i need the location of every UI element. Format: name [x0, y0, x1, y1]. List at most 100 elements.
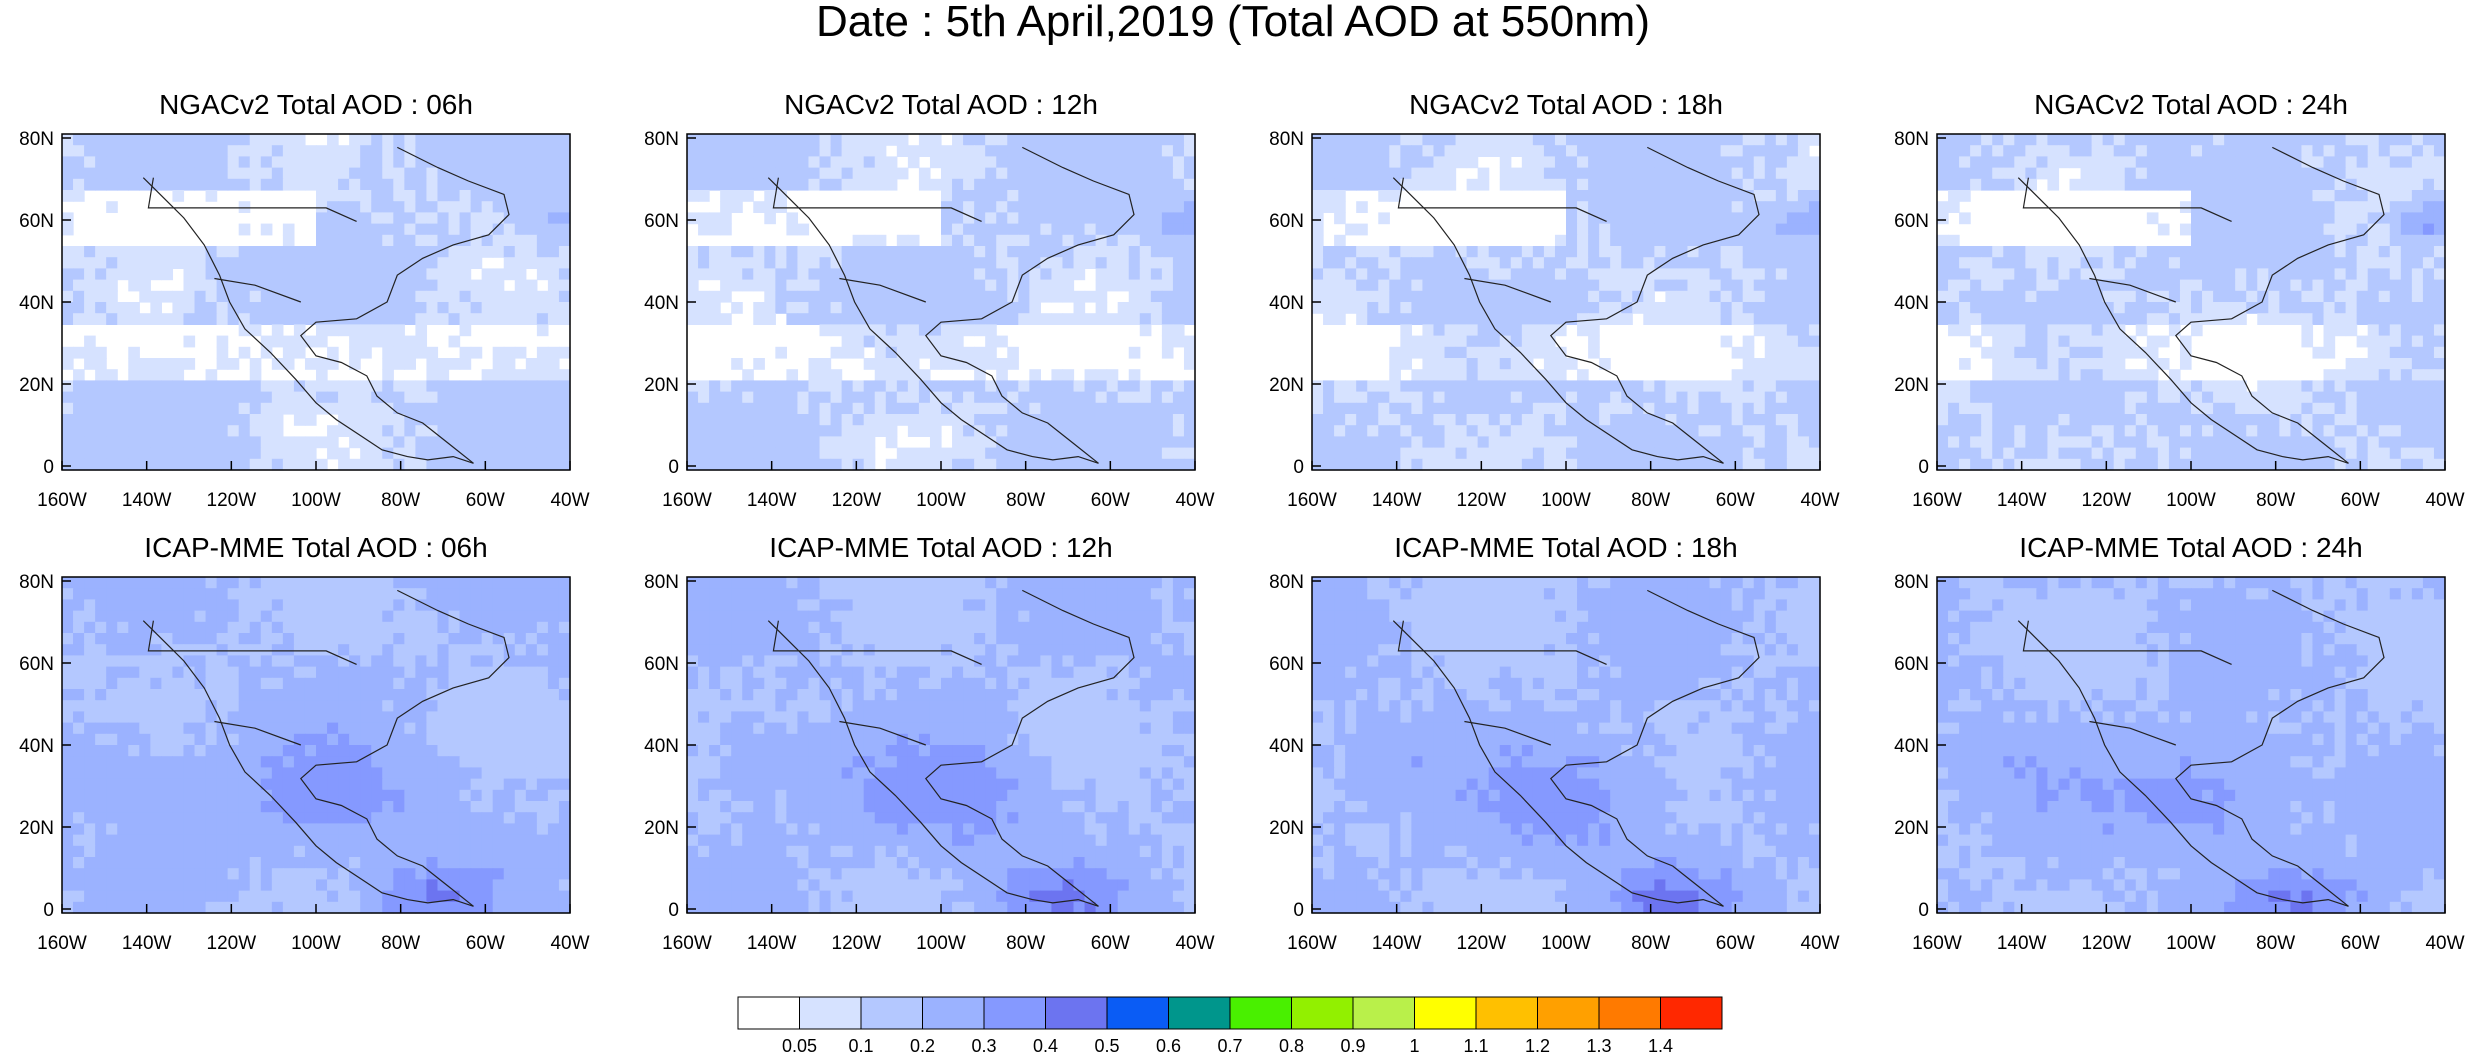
lat-tick-label: 80N [1894, 129, 1929, 150]
lat-tick-label: 40N [644, 293, 679, 314]
map-panel: ICAP-MME Total AOD : 06h 80N 60N 40N 20N 0 160… [0, 532, 589, 973]
lat-tick-label: 0 [43, 900, 54, 921]
coastline [1464, 720, 1552, 746]
lon-tick-label: 140W [1997, 933, 2047, 954]
lat-tick-label: 0 [1293, 900, 1304, 921]
panel-title: NGACv2 Total AOD : 12h [784, 89, 1098, 120]
coastline [299, 146, 510, 464]
colorbar-box [1106, 996, 1169, 1030]
coastline [147, 620, 357, 665]
lon-tick-label: 100W [1541, 490, 1591, 511]
colorbar-box [1598, 996, 1661, 1030]
coastline [299, 589, 510, 907]
lon-tick-label: 60W [1716, 933, 1755, 954]
colorbar-box [799, 996, 862, 1030]
colorbar-box [1352, 996, 1415, 1030]
aod-map: 80N 60N 40N 20N 0 160W 140W 120W 100W 80W 60W 40W [644, 129, 1214, 511]
coastline [924, 146, 1135, 464]
lon-tick-label: 40W [2425, 933, 2464, 954]
coastline [1464, 277, 1552, 303]
lon-tick-label: 160W [662, 933, 712, 954]
lon-tick-label: 100W [916, 933, 966, 954]
lon-tick-label: 60W [2341, 490, 2380, 511]
lon-tick-label: 40W [550, 933, 589, 954]
coastline [1392, 620, 1724, 907]
lon-tick-label: 40W [1800, 933, 1839, 954]
colorbar-label: 0.7 [1217, 1036, 1242, 1056]
colorbar-box [1229, 996, 1292, 1030]
lat-tick-label: 20N [19, 818, 54, 839]
colorbar-label: 0.3 [971, 1036, 996, 1056]
lat-tick-label: 40N [1269, 736, 1304, 757]
lat-tick-label: 60N [1269, 211, 1304, 232]
panel-title: ICAP-MME Total AOD : 06h [144, 532, 488, 563]
lon-tick-label: 100W [2166, 933, 2216, 954]
coastline [2017, 620, 2349, 907]
lat-tick-label: 60N [644, 211, 679, 232]
colorbar-label: 0.5 [1094, 1036, 1119, 1056]
colorbar-label: 1 [1409, 1036, 1419, 1056]
lon-tick-label: 40W [2425, 490, 2464, 511]
lon-tick-label: 100W [1541, 933, 1591, 954]
lon-tick-label: 80W [1631, 933, 1670, 954]
lat-tick-label: 80N [1269, 572, 1304, 593]
lat-tick-label: 80N [1894, 572, 1929, 593]
lat-tick-label: 0 [1293, 457, 1304, 478]
coastline [2022, 177, 2232, 222]
figure-title: Date : 5th April,2019 (Total AOD at 550n… [815, 0, 1650, 46]
lon-tick-label: 80W [381, 490, 420, 511]
lat-tick-label: 40N [1894, 293, 1929, 314]
lon-tick-label: 140W [747, 490, 797, 511]
lon-tick-label: 40W [1175, 490, 1214, 511]
colorbar-box [1168, 996, 1231, 1030]
coastline [1397, 177, 1607, 222]
lat-tick-label: 40N [644, 736, 679, 757]
coastline [214, 720, 302, 746]
coastline [142, 177, 474, 464]
lat-tick-label: 60N [644, 654, 679, 675]
colorbar-label: 0.05 [782, 1036, 817, 1056]
map-panel: NGACv2 Total AOD : 06h 80N 60N 40N 20N 0 160W 1… [0, 90, 589, 530]
lon-tick-label: 160W [662, 490, 712, 511]
aod-field [1312, 134, 1821, 471]
lat-tick-label: 80N [19, 129, 54, 150]
coastline [2017, 177, 2349, 464]
lon-tick-label: 80W [2256, 933, 2295, 954]
lat-tick-label: 0 [668, 900, 679, 921]
lon-tick-label: 120W [2082, 490, 2132, 511]
aod-map: 80N 60N 40N 20N 0 160W 140W 120W 100W 80W 60W 40W [19, 572, 589, 954]
aod-field [687, 577, 1196, 914]
lat-tick-label: 40N [1894, 736, 1929, 757]
colorbar-box [860, 996, 923, 1030]
lat-tick-label: 20N [1269, 818, 1304, 839]
aod-map: 80N 60N 40N 20N 0 160W 140W 120W 100W 80W 60W 40W [644, 572, 1214, 954]
lon-tick-label: 80W [1006, 933, 1045, 954]
lat-tick-label: 40N [19, 293, 54, 314]
lon-tick-label: 160W [37, 933, 87, 954]
colorbar-box [737, 996, 800, 1030]
lon-tick-label: 120W [207, 933, 257, 954]
lat-tick-label: 0 [43, 457, 54, 478]
lat-tick-label: 0 [1918, 457, 1929, 478]
lon-tick-label: 120W [832, 490, 882, 511]
lon-tick-label: 100W [2166, 490, 2216, 511]
map-panel: NGACv2 Total AOD : 18h 80N 60N 40N 20N 0 160W 1… [1250, 90, 1839, 530]
coastline [2089, 720, 2177, 746]
lon-tick-label: 60W [466, 490, 505, 511]
lon-tick-label: 160W [37, 490, 87, 511]
colorbar-box [1414, 996, 1477, 1030]
coastline [839, 720, 927, 746]
lon-tick-label: 40W [1800, 490, 1839, 511]
lat-tick-label: 60N [19, 211, 54, 232]
coastline [1397, 620, 1607, 665]
aod-field [1937, 134, 2446, 471]
lon-tick-label: 160W [1287, 933, 1337, 954]
lon-tick-label: 140W [1997, 490, 2047, 511]
lon-tick-label: 140W [747, 933, 797, 954]
aod-map: 80N 60N 40N 20N 0 160W 140W 120W 100W 80W 60W 40W [1269, 129, 1839, 511]
aod-map: 80N 60N 40N 20N 0 160W 140W 120W 100W 80W 60W 40W [1269, 572, 1839, 954]
lon-tick-label: 80W [2256, 490, 2295, 511]
map-panel: ICAP-MME Total AOD : 18h 80N 60N 40N 20N 0 160… [1250, 533, 1839, 973]
colorbar-box [922, 996, 985, 1030]
colorbar-label: 1.2 [1525, 1036, 1550, 1056]
